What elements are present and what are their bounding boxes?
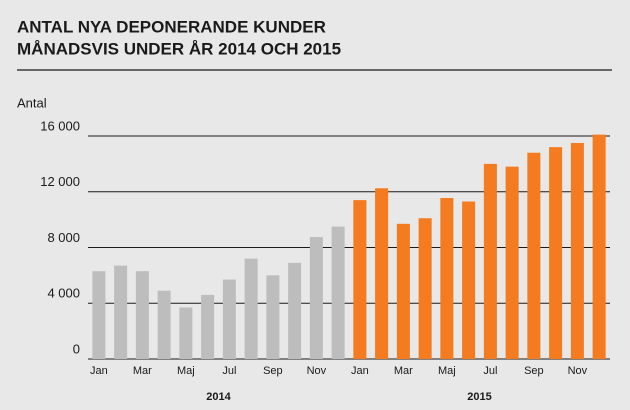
- y-tick-label: 12 000: [40, 174, 80, 189]
- x-tick-label: Jan: [351, 365, 369, 377]
- group-label: 2015: [467, 391, 491, 403]
- bar: [527, 152, 541, 359]
- x-tick-label: Jul: [222, 365, 236, 377]
- bar: [179, 307, 193, 359]
- bar: [483, 163, 497, 359]
- bar: [549, 147, 563, 359]
- x-tick-label: Mar: [394, 365, 413, 377]
- x-tick-label: Sep: [263, 365, 283, 377]
- bar: [288, 262, 302, 359]
- bar: [309, 237, 323, 359]
- y-tick-label: 16 000: [40, 118, 80, 133]
- bar: [244, 258, 258, 359]
- x-tick-label: Nov: [307, 365, 327, 377]
- bar: [92, 271, 106, 359]
- bar: [331, 226, 345, 359]
- bar: [201, 294, 215, 359]
- y-tick-label: 4 000: [47, 286, 80, 301]
- x-tick-label: Maj: [177, 365, 195, 377]
- bar: [266, 275, 280, 359]
- bar: [570, 142, 584, 359]
- chart-title: ANTAL NYA DEPONERANDE KUNDER: [17, 17, 326, 36]
- y-tick-label: 0: [73, 341, 80, 356]
- y-tick-label: 8 000: [47, 230, 80, 245]
- bar: [505, 166, 519, 359]
- x-tick-label: Jul: [483, 365, 497, 377]
- bar: [375, 188, 389, 359]
- x-tick-label: Maj: [438, 365, 456, 377]
- bar: [592, 134, 606, 359]
- bar: [135, 271, 149, 359]
- x-tick-label: Nov: [568, 365, 588, 377]
- bar: [157, 290, 171, 359]
- bar: [462, 201, 476, 359]
- chart-title: MÅNADSVIS UNDER ÅR 2014 OCH 2015: [17, 39, 341, 58]
- group-label: 2014: [206, 391, 231, 403]
- bar: [440, 198, 454, 359]
- bar: [353, 200, 367, 359]
- bar: [396, 223, 410, 359]
- bar: [222, 279, 236, 359]
- x-tick-label: Mar: [133, 365, 152, 377]
- bar: [114, 265, 128, 359]
- x-tick-label: Sep: [524, 365, 544, 377]
- y-axis-label: Antal: [17, 95, 47, 110]
- x-tick-label: Jan: [90, 365, 108, 377]
- bar: [418, 218, 432, 359]
